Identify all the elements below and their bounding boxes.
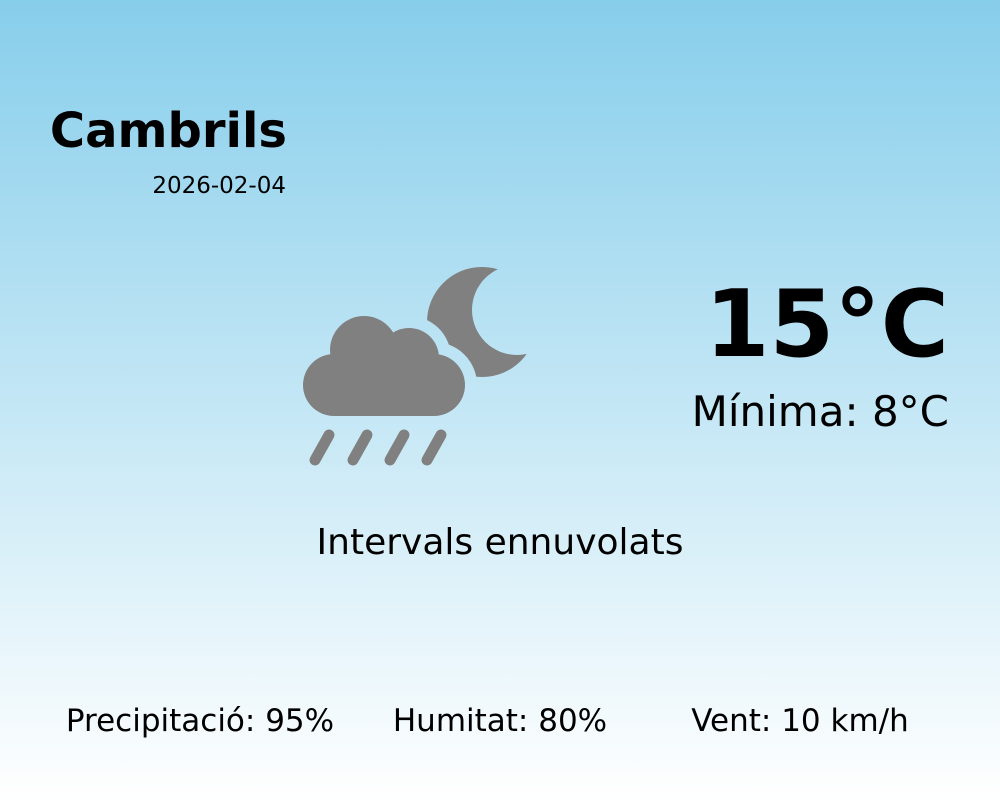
- weather-description: Intervals ennuvolats: [317, 522, 684, 563]
- cloud-icon: [303, 316, 465, 416]
- cloud-rain-moon-icon: [303, 267, 537, 466]
- current-temperature: 15°C: [705, 270, 949, 378]
- city-name: Cambrils: [50, 103, 287, 159]
- humidity-stat: Humitat: 80%: [393, 703, 607, 739]
- precipitation-stat: Precipitació: 95%: [66, 703, 334, 739]
- moon-icon: [427, 267, 537, 377]
- forecast-date: 2026-02-04: [152, 173, 286, 199]
- wind-stat: Vent: 10 km/h: [691, 703, 909, 739]
- rain-icon: [309, 429, 447, 466]
- minimum-temperature: Mínima: 8°C: [692, 387, 949, 436]
